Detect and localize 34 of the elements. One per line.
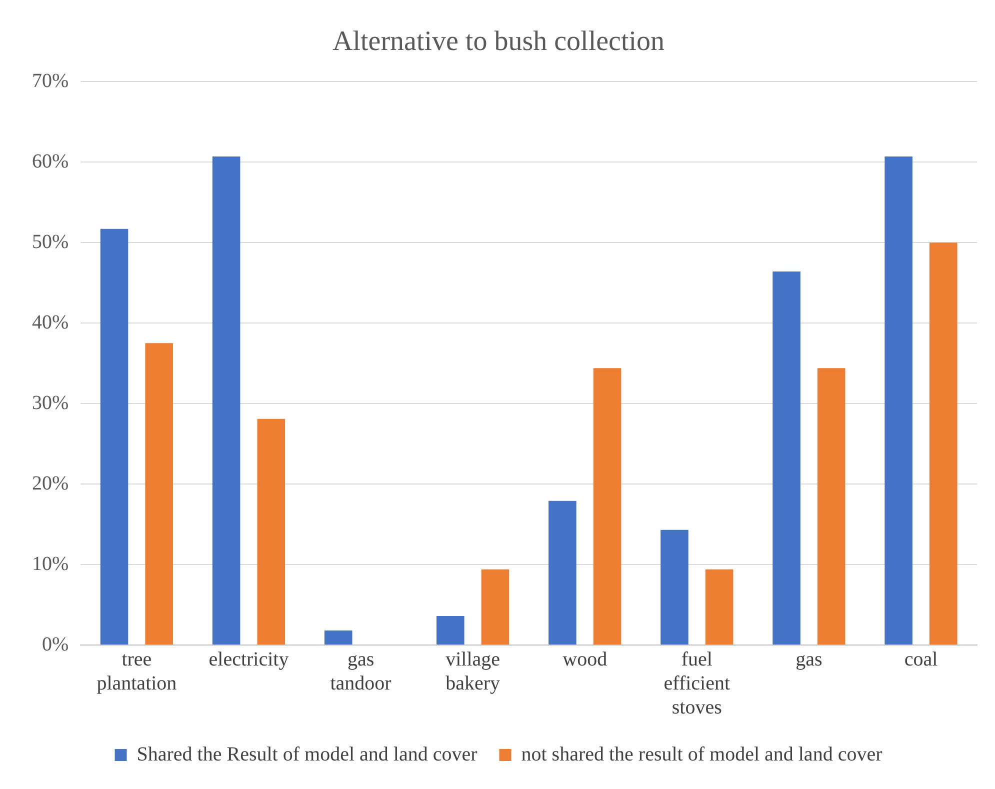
y-tick-label: 50% [32,230,69,253]
bar [324,630,352,644]
x-tick-label: tree plantation [96,648,177,694]
y-tick-label: 0% [42,633,69,656]
x-tick-label: wood [562,648,608,670]
y-tick-label: 60% [32,150,69,172]
bar [548,500,576,644]
bar [436,616,464,644]
y-tick-label: 10% [32,552,69,575]
y-tick-label: 70% [32,70,69,92]
bar [145,343,173,644]
x-tick-label: coal [904,648,938,670]
bar [593,368,622,644]
bar [481,569,510,644]
bar [212,156,240,644]
x-tick-label: fuel efficient stoves [664,648,730,718]
bar [100,228,128,644]
bar [772,272,800,644]
bar [884,156,912,644]
x-tick-label: gas tandoor [330,648,392,694]
legend-label: Shared the Result of model and land cover [136,743,478,766]
x-tick-label: electricity [208,648,289,670]
y-tick-label: 40% [32,311,69,334]
bar [817,368,846,644]
bar [705,569,734,644]
y-tick-label: 30% [32,392,69,414]
bar [257,418,286,644]
x-tick-label: village bakery [446,648,500,694]
y-tick-label: 20% [32,472,69,494]
chart-title: Alternative to bush collection [332,26,665,58]
bar [660,530,688,644]
bar [929,242,958,644]
legend-label: not shared the result of model and land cover [521,743,883,766]
x-tick-label: gas [796,648,822,670]
